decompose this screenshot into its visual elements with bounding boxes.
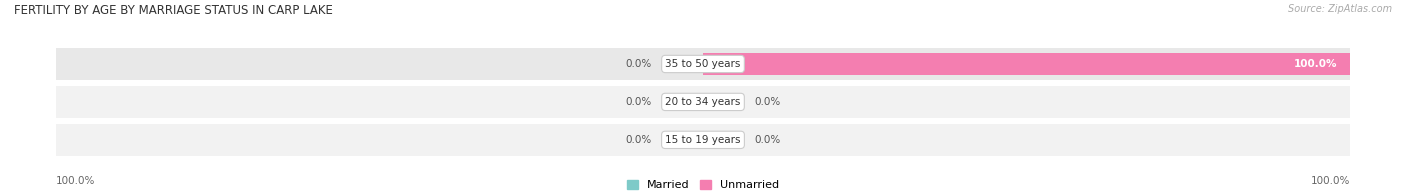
Bar — [56, 48, 1350, 80]
Bar — [56, 86, 1350, 118]
Text: FERTILITY BY AGE BY MARRIAGE STATUS IN CARP LAKE: FERTILITY BY AGE BY MARRIAGE STATUS IN C… — [14, 4, 333, 17]
Text: 100.0%: 100.0% — [56, 176, 96, 186]
Text: 0.0%: 0.0% — [755, 135, 780, 145]
Text: 0.0%: 0.0% — [755, 97, 780, 107]
Bar — [56, 86, 1350, 118]
Text: 100.0%: 100.0% — [1294, 59, 1337, 69]
Bar — [56, 48, 1350, 80]
Legend: Married, Unmarried: Married, Unmarried — [627, 180, 779, 191]
Bar — [56, 124, 1350, 156]
Text: 0.0%: 0.0% — [626, 135, 651, 145]
Text: 100.0%: 100.0% — [1310, 176, 1350, 186]
Text: 15 to 19 years: 15 to 19 years — [665, 135, 741, 145]
Text: 0.0%: 0.0% — [626, 59, 651, 69]
Text: 35 to 50 years: 35 to 50 years — [665, 59, 741, 69]
Bar — [703, 53, 1350, 75]
Bar — [56, 124, 1350, 156]
Text: 20 to 34 years: 20 to 34 years — [665, 97, 741, 107]
Text: 0.0%: 0.0% — [626, 97, 651, 107]
Text: Source: ZipAtlas.com: Source: ZipAtlas.com — [1288, 4, 1392, 14]
